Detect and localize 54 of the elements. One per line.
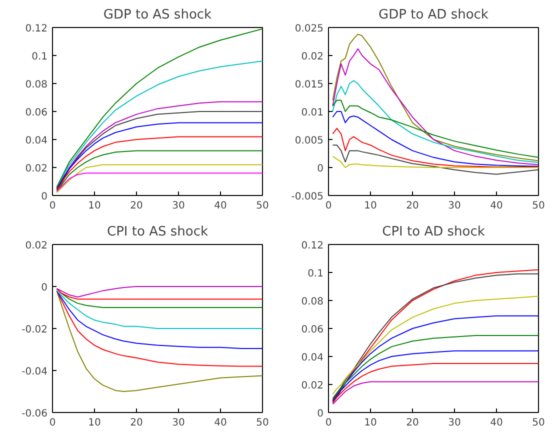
y-tick-label: 0.02 (25, 164, 48, 174)
y-tick-label: 0.04 (25, 136, 48, 146)
y-tick-label: 0.1 (308, 268, 324, 280)
y-tick-label: 0.025 (294, 24, 324, 34)
x-tick-label: 40 (490, 418, 503, 428)
y-tick-label: 0.01 (301, 108, 324, 118)
y-tick-label: 0.08 (25, 80, 48, 90)
x-tick-label: 0 (325, 418, 332, 428)
x-tick-label: 30 (448, 418, 461, 428)
x-tick-label: 10 (88, 418, 101, 428)
y-tick-label: -0.06 (22, 408, 48, 420)
y-tick-label: 0 (41, 282, 48, 294)
y-tick-label: 0 (41, 192, 48, 202)
chart-title: CPI to AS shock (107, 224, 208, 240)
x-tick-label: 50 (532, 200, 545, 212)
x-tick-label: 20 (130, 418, 143, 428)
y-tick-label: 0.02 (301, 52, 324, 62)
y-tick-label: -0.02 (22, 324, 48, 336)
x-tick-label: 10 (364, 418, 377, 428)
y-tick-label: 0.02 (25, 240, 48, 252)
x-tick-label: 0 (49, 418, 56, 428)
y-tick-label: -0.005 (291, 192, 324, 202)
x-tick-label: 50 (532, 418, 545, 428)
x-tick-label: 30 (448, 200, 461, 212)
x-tick-label: 10 (364, 200, 377, 212)
x-tick-label: 10 (88, 200, 101, 212)
x-tick-label: 40 (214, 200, 227, 212)
x-tick-label: 20 (406, 200, 419, 212)
chart-title: GDP to AD shock (378, 8, 489, 22)
y-tick-label: 0.04 (301, 352, 324, 364)
y-tick-label: 0.08 (301, 296, 324, 308)
y-tick-label: 0.02 (301, 380, 324, 392)
y-tick-label: 0.015 (294, 80, 324, 90)
x-tick-label: 50 (256, 200, 269, 212)
y-tick-label: 0.06 (25, 108, 48, 118)
x-tick-label: 50 (256, 418, 269, 428)
chart-title: CPI to AD shock (382, 224, 486, 240)
y-tick-label: 0 (317, 408, 324, 420)
x-tick-label: 30 (172, 200, 185, 212)
x-tick-label: 30 (172, 418, 185, 428)
x-tick-label: 20 (130, 200, 143, 212)
x-tick-label: 40 (214, 418, 227, 428)
x-tick-label: 20 (406, 418, 419, 428)
y-tick-label: 0.1 (32, 52, 48, 62)
y-tick-label: 0.06 (301, 324, 324, 336)
y-tick-label: 0 (317, 164, 324, 174)
chart-title: GDP to AS shock (103, 8, 212, 22)
y-tick-label: -0.04 (22, 366, 48, 378)
y-tick-label: 0.12 (301, 240, 324, 252)
y-tick-label: 0.12 (25, 24, 48, 34)
x-tick-label: 0 (325, 200, 332, 212)
y-tick-label: 0.005 (294, 136, 324, 146)
x-tick-label: 40 (490, 200, 503, 212)
x-tick-label: 0 (49, 200, 56, 212)
